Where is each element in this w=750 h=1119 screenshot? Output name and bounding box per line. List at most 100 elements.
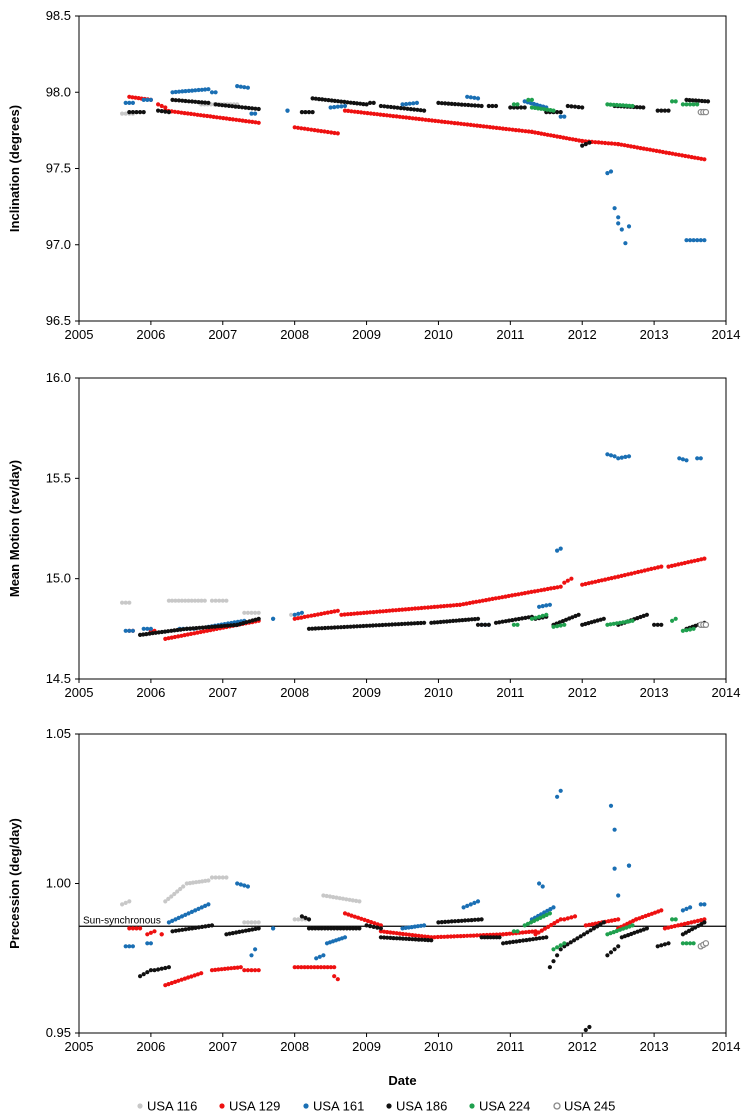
- series-usa-129: [127, 94, 707, 162]
- data-point: [306, 917, 312, 922]
- data-point: [213, 624, 218, 629]
- data-point: [702, 157, 707, 162]
- data-point: [150, 631, 155, 636]
- data-point: [673, 616, 678, 621]
- data-point: [416, 933, 421, 938]
- data-point: [123, 600, 128, 605]
- y-tick-label: 15.5: [46, 470, 71, 485]
- data-point: [565, 916, 570, 921]
- data-point: [253, 610, 258, 615]
- data-point: [253, 968, 258, 973]
- data-point: [306, 626, 312, 631]
- data-point: [170, 97, 175, 102]
- data-point: [309, 965, 314, 970]
- data-point: [339, 104, 344, 109]
- data-point: [312, 965, 317, 970]
- data-point: [659, 908, 664, 913]
- data-point: [335, 131, 340, 136]
- data-point: [608, 169, 614, 174]
- data-point: [384, 608, 389, 614]
- data-point: [677, 456, 682, 461]
- data-point: [200, 879, 205, 884]
- data-point: [138, 926, 143, 931]
- data-point: [493, 620, 499, 625]
- data-point: [329, 130, 334, 135]
- data-point: [339, 99, 344, 104]
- data-point: [472, 95, 477, 100]
- data-point: [575, 936, 580, 941]
- data-point: [385, 104, 390, 109]
- data-point: [299, 126, 304, 131]
- data-point: [459, 918, 464, 923]
- data-point: [670, 151, 675, 156]
- data-point: [608, 931, 613, 936]
- data-point: [691, 102, 696, 107]
- data-point: [612, 454, 617, 459]
- data-point: [342, 624, 347, 630]
- data-point: [211, 114, 216, 119]
- series-usa-186: [138, 914, 707, 1033]
- data-point: [190, 880, 196, 885]
- data-point: [368, 610, 373, 615]
- data-point: [562, 941, 567, 946]
- data-point: [667, 151, 672, 156]
- data-point: [632, 930, 637, 935]
- data-point: [242, 883, 247, 888]
- data-point: [342, 935, 348, 940]
- data-point: [426, 938, 431, 943]
- data-point: [335, 104, 340, 109]
- data-point: [551, 133, 557, 138]
- x-tick-label: 2006: [136, 685, 165, 700]
- data-point: [347, 926, 352, 931]
- data-point: [515, 622, 520, 627]
- data-point: [684, 628, 689, 633]
- data-point: [526, 97, 531, 102]
- data-point: [305, 965, 310, 970]
- data-point: [335, 608, 340, 613]
- data-point: [350, 898, 355, 903]
- data-point: [659, 943, 664, 948]
- data-point: [145, 626, 150, 631]
- data-point: [176, 978, 181, 983]
- data-point: [465, 903, 470, 909]
- data-point: [461, 905, 466, 910]
- data-point: [364, 923, 369, 928]
- data-point: [156, 108, 161, 113]
- data-point: [271, 616, 276, 621]
- data-point: [412, 621, 417, 626]
- data-point: [166, 982, 171, 987]
- x-tick-label: 2012: [568, 327, 597, 342]
- data-point: [622, 573, 627, 578]
- data-point: [510, 618, 515, 623]
- data-point: [198, 113, 203, 118]
- data-point: [546, 924, 551, 930]
- data-point: [332, 974, 337, 979]
- data-point: [188, 631, 194, 637]
- data-point: [234, 930, 239, 935]
- y-tick-label: 98.5: [46, 8, 71, 23]
- data-point: [545, 586, 550, 592]
- data-point: [451, 618, 456, 624]
- data-point: [696, 98, 701, 103]
- data-point: [145, 941, 150, 946]
- data-point: [370, 623, 375, 628]
- data-point: [509, 593, 515, 598]
- data-point: [688, 941, 693, 946]
- data-point: [189, 974, 194, 979]
- data-point: [169, 628, 174, 633]
- plot-frame: [78, 733, 727, 1034]
- data-point: [435, 604, 440, 609]
- data-point: [539, 131, 544, 136]
- data-point: [500, 595, 505, 600]
- data-point: [256, 920, 261, 925]
- data-point: [224, 598, 229, 603]
- data-point: [305, 127, 310, 132]
- data-point: [673, 99, 678, 104]
- data-point: [194, 880, 199, 885]
- data-point: [342, 103, 348, 109]
- data-point: [162, 629, 168, 634]
- data-point: [627, 103, 632, 108]
- data-point: [433, 118, 438, 123]
- data-point: [695, 156, 701, 161]
- data-point: [520, 128, 525, 133]
